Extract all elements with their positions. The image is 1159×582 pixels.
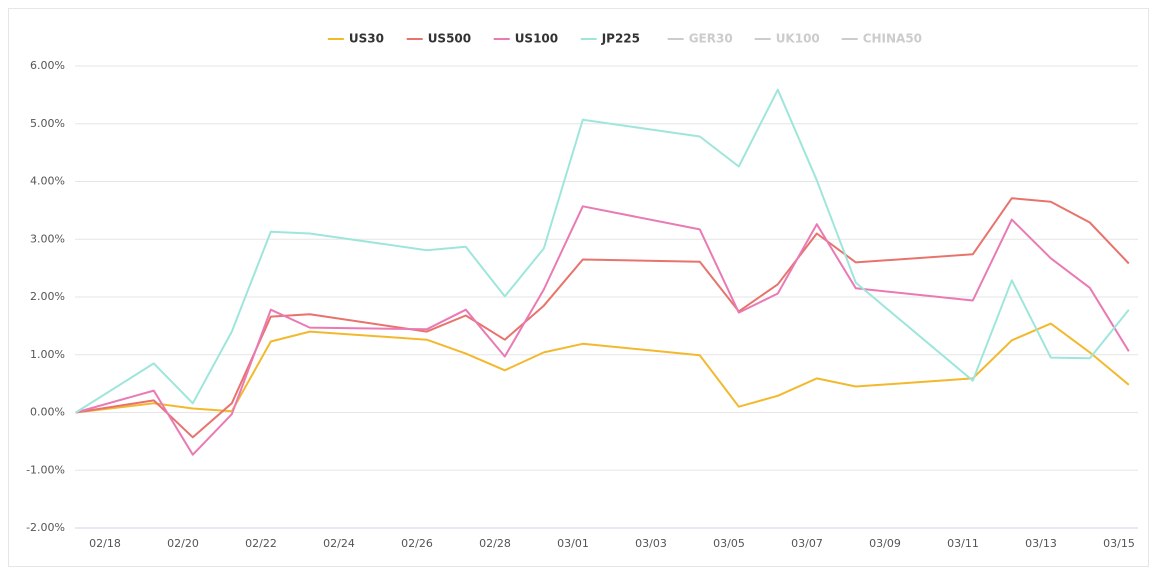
legend-item[interactable]: US500 [406,32,471,46]
x-tick-label: 03/11 [947,537,979,550]
x-tick-label: 02/22 [245,537,277,550]
chart-frame [8,8,1149,567]
y-tick-label: -2.00% [26,521,65,534]
x-tick-label: 02/28 [479,537,511,550]
x-tick-label: 03/05 [713,537,745,550]
legend-label: US500 [428,32,471,46]
x-tick-label: 02/18 [89,537,121,550]
series-line [75,322,1130,414]
legend-item[interactable]: US30 [327,32,384,46]
x-tick-label: 03/01 [557,537,589,550]
x-tick-label: 02/20 [167,537,199,550]
y-tick-label: 5.00% [30,117,65,130]
series-line [75,88,1130,414]
legend-item[interactable]: UK100 [754,32,820,46]
legend-label: CHINA50 [863,32,922,46]
legend-label: US30 [349,32,384,46]
x-tick-label: 02/24 [323,537,355,550]
y-tick-label: 1.00% [30,348,65,361]
legend-label: GER30 [689,32,733,46]
legend-label: JP225 [601,32,640,46]
x-tick-label: 02/26 [401,537,433,550]
y-tick-label: 2.00% [30,290,65,303]
legend-item[interactable]: US100 [493,32,558,46]
y-tick-label: 4.00% [30,175,65,188]
y-tick-label: 6.00% [30,59,65,72]
legend-label: UK100 [776,32,820,46]
legend-item[interactable]: GER30 [667,32,733,46]
x-tick-label: 03/13 [1025,537,1057,550]
y-tick-label: -1.00% [26,463,65,476]
legend-item[interactable]: JP225 [580,32,640,46]
x-tick-label: 03/15 [1103,537,1135,550]
legend-item[interactable]: CHINA50 [841,32,922,46]
series-line [75,197,1130,439]
y-tick-label: 0.00% [30,406,65,419]
y-tick-label: 3.00% [30,232,65,245]
x-tick-label: 03/09 [869,537,901,550]
x-tick-label: 03/07 [791,537,823,550]
series-line [75,205,1130,456]
legend-label: US100 [515,32,558,46]
legend: US30 US500 US100 JP225 GER30 UK100 CHINA50 [327,32,922,46]
x-tick-label: 03/03 [635,537,667,550]
